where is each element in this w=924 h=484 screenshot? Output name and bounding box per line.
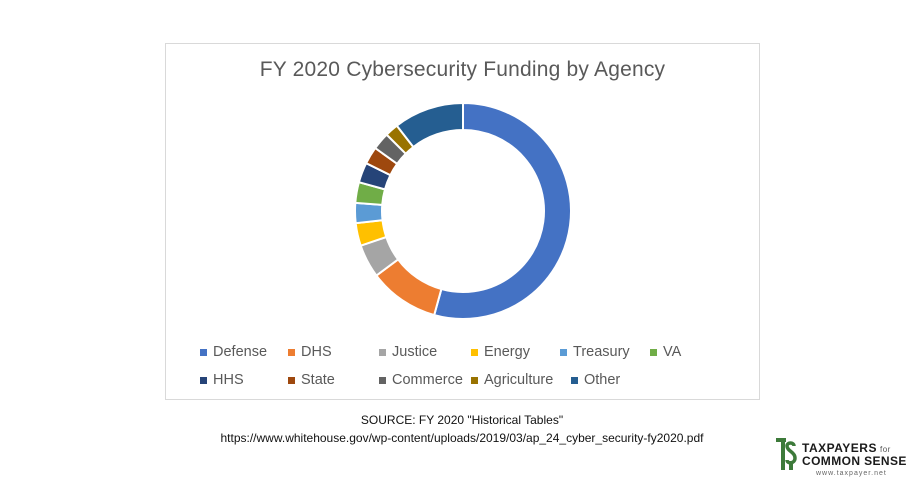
legend-swatch bbox=[571, 376, 578, 384]
source-label: SOURCE: FY 2020 "Historical Tables" bbox=[360, 413, 564, 427]
logo-text-common-sense: COMMON SENSE bbox=[802, 454, 907, 468]
legend-label: VA bbox=[663, 344, 682, 360]
legend-item-energy: Energy bbox=[471, 344, 560, 360]
legend-item-va: VA bbox=[650, 344, 710, 360]
chart-legend: Defense DHS Justice Energy Treasury VA HHS Stat… bbox=[200, 338, 760, 394]
legend-label: State bbox=[301, 372, 335, 388]
legend-swatch bbox=[471, 348, 478, 356]
legend-label: Energy bbox=[484, 344, 530, 360]
legend-item-agriculture: Agriculture bbox=[471, 372, 571, 388]
legend-row: Defense DHS Justice Energy Treasury VA bbox=[200, 338, 760, 366]
logo-text-taxpayers: TAXPAYERS for bbox=[802, 441, 891, 455]
legend-item-hhs: HHS bbox=[200, 372, 288, 388]
source-url: https://www.whitehouse.gov/wp-content/up… bbox=[220, 431, 704, 445]
taxpayers-logo: TAXPAYERS for COMMON SENSE www.taxpayer.n… bbox=[774, 437, 914, 481]
chart-title: FY 2020 Cybersecurity Funding by Agency bbox=[259, 58, 666, 81]
dollar-logo-icon bbox=[776, 438, 797, 470]
slice-defense bbox=[432, 101, 572, 320]
legend-label: Treasury bbox=[573, 344, 630, 360]
legend-swatch bbox=[379, 376, 386, 384]
legend-label: Justice bbox=[392, 344, 438, 360]
slice-other bbox=[395, 101, 464, 149]
slice-treasury bbox=[354, 201, 384, 225]
legend-item-defense: Defense bbox=[200, 344, 288, 360]
donut-chart bbox=[354, 101, 572, 320]
chart-frame: FY 2020 Cybersecurity Funding by Agency … bbox=[165, 43, 760, 400]
legend-label: Commerce bbox=[392, 372, 463, 388]
legend-swatch bbox=[560, 348, 567, 356]
logo-url: www.taxpayer.net bbox=[816, 470, 887, 477]
legend-swatch bbox=[200, 348, 207, 356]
legend-label: Defense bbox=[213, 344, 268, 360]
legend-swatch bbox=[650, 348, 657, 356]
legend-item-justice: Justice bbox=[379, 344, 471, 360]
legend-swatch bbox=[288, 376, 295, 384]
legend-swatch bbox=[288, 348, 295, 356]
legend-item-commerce: Commerce bbox=[379, 372, 471, 388]
legend-item-other: Other bbox=[571, 372, 651, 388]
legend-label: DHS bbox=[301, 344, 332, 360]
legend-label: Other bbox=[584, 372, 621, 388]
legend-row: HHS State Commerce Agriculture Other bbox=[200, 366, 760, 394]
legend-label: HHS bbox=[213, 372, 244, 388]
legend-label: Agriculture bbox=[484, 372, 554, 388]
legend-item-state: State bbox=[288, 372, 379, 388]
legend-swatch bbox=[379, 348, 386, 356]
legend-swatch bbox=[471, 376, 478, 384]
legend-item-treasury: Treasury bbox=[560, 344, 650, 360]
legend-item-dhs: DHS bbox=[288, 344, 379, 360]
legend-swatch bbox=[200, 376, 207, 384]
